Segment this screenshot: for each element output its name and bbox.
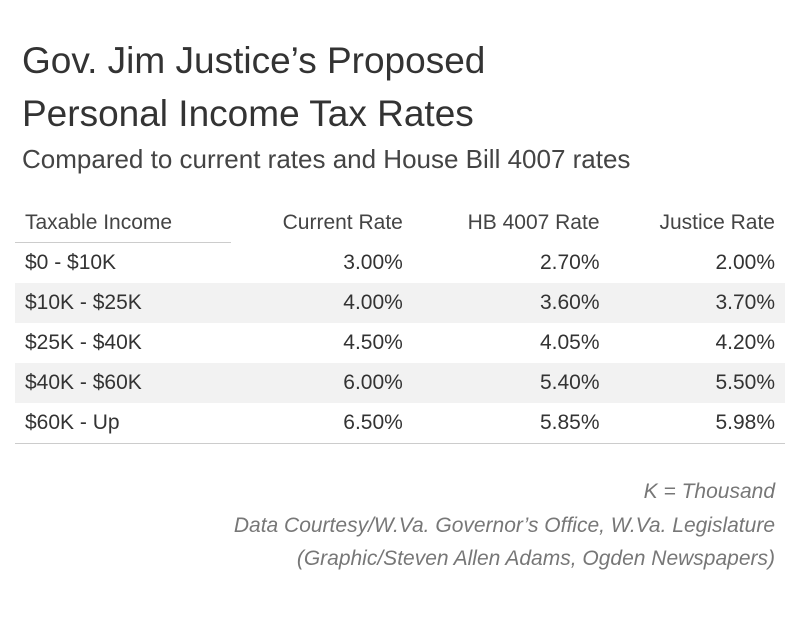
row-label: $0 - $10K bbox=[25, 251, 117, 274]
rate-cell: 2.00% bbox=[715, 250, 775, 274]
table-row: $0 - $10K 3.00% 2.70% 2.00% bbox=[15, 243, 785, 284]
table-row: $60K - Up 6.50% 5.85% 5.98% bbox=[15, 403, 785, 444]
rate-cell: 5.50% bbox=[609, 363, 785, 403]
footnote: K = Thousand bbox=[643, 480, 775, 503]
column-header: Current Rate bbox=[282, 210, 403, 234]
title-line: Gov. Jim Justice’s Proposed bbox=[22, 40, 486, 81]
rate-cell: 6.00% bbox=[231, 363, 413, 403]
column-header: Taxable Income bbox=[15, 203, 232, 243]
table-body: $0 - $10K 3.00% 2.70% 2.00% $10K - $25K 4.00%… bbox=[15, 243, 785, 444]
rate-cell: 4.50% bbox=[343, 331, 403, 354]
subtitle: Compared to current rates and House Bill… bbox=[22, 144, 631, 174]
rate-cell: 6.50% bbox=[231, 403, 413, 444]
row-label: $10K - $25K bbox=[15, 283, 232, 323]
rates-table: Taxable Income Current Rate HB 4007 Rate Ju… bbox=[15, 203, 785, 444]
header-row: Taxable Income Current Rate HB 4007 Rate Ju… bbox=[15, 203, 785, 243]
row-label: $60K - Up bbox=[15, 403, 232, 444]
table-row: $40K - $60K 6.00% 5.40% 5.50% bbox=[15, 363, 785, 403]
table-row: $10K - $25K 4.00% 3.60% 3.70% bbox=[15, 283, 785, 323]
title-line: Personal Income Tax Rates bbox=[22, 93, 474, 134]
rate-cell: 3.00% bbox=[343, 250, 403, 274]
row-label: $40K - $60K bbox=[15, 363, 232, 403]
rate-cell: 3.70% bbox=[609, 283, 785, 323]
rate-cell: 5.98% bbox=[609, 403, 785, 444]
row-label: $25K - $40K bbox=[25, 331, 142, 354]
rate-cell: 5.85% bbox=[412, 403, 610, 444]
rate-cell: 4.20% bbox=[715, 331, 775, 354]
footnote: Data Courtesy/W.Va. Governor’s Office, W… bbox=[233, 514, 775, 537]
rate-cell: 2.70% bbox=[539, 250, 600, 274]
rate-cell: 5.40% bbox=[412, 363, 610, 403]
rate-cell: 3.60% bbox=[412, 283, 610, 323]
rate-cell: 4.05% bbox=[539, 331, 600, 354]
table-row: $25K - $40K 4.50% 4.05% 4.20% bbox=[15, 323, 785, 363]
column-header: HB 4007 Rate bbox=[467, 210, 600, 234]
rate-cell: 4.00% bbox=[231, 283, 413, 323]
column-header: Justice Rate bbox=[659, 210, 775, 234]
footnote: (Graphic/Steven Allen Adams, Ogden Newsp… bbox=[296, 547, 775, 570]
